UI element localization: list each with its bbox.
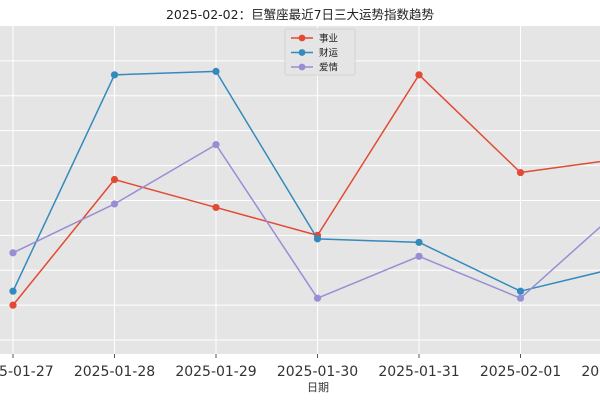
data-point [212,141,220,149]
x-ticks: 2025-01-27 2025-01-28 2025-01-29 2025-01-30… [0,354,600,380]
data-point [516,168,525,177]
data-point [415,238,423,246]
x-tick-label: 2025-01-28 [74,364,155,380]
series-2 [9,141,600,302]
data-point [110,200,119,208]
data-point [313,235,322,243]
data-point [9,287,17,295]
x-axis-label: 日期 [307,381,329,394]
data-point [212,203,220,212]
legend-swatch-marker [298,49,306,56]
legend-label: 财运 [319,47,339,59]
legend-label: 事业 [319,33,338,45]
data-point [516,294,525,302]
data-point [110,71,119,79]
legend-swatch-marker [298,63,306,71]
legend-label: 爱情 [319,62,339,74]
x-tick-label: 2025-02-02 [581,364,600,380]
x-tick-label: 2025-01-29 [175,364,256,380]
data-point [415,71,423,79]
plot-area [0,26,600,354]
legend-swatch-marker [298,34,306,42]
chart-title: 2025-02-02：巨蟹座最近7日三大运势指数趋势 [166,7,435,22]
data-point [313,294,322,302]
series-group [9,67,600,309]
x-tick-label: 2025-01-30 [277,364,358,380]
data-point [212,67,220,75]
series-1 [9,67,600,295]
x-tick-label: 2025-02-01 [480,364,561,380]
x-tick-label: 2025-01-27 [0,364,54,380]
data-point [9,249,17,257]
data-point [110,175,119,184]
data-point [415,252,423,260]
data-point [516,287,525,295]
data-point [9,301,17,309]
x-tick-label: 2025-01-31 [378,364,459,380]
